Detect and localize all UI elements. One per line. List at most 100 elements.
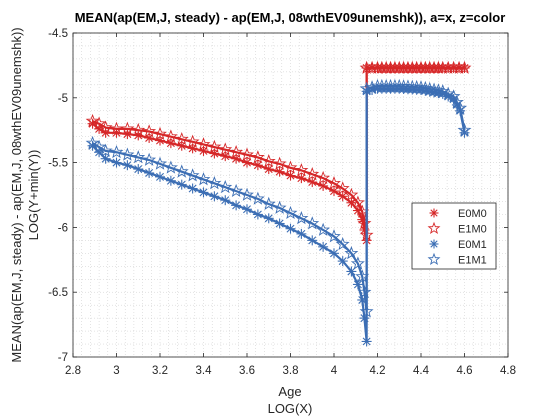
data-point: [155, 171, 165, 182]
data-point: [318, 241, 329, 252]
data-point: [111, 157, 122, 168]
y-tick-label: -6: [58, 222, 68, 234]
data-point: [209, 191, 220, 202]
data-point: [133, 164, 144, 175]
x-axis-label-secondary: LOG(X): [268, 401, 313, 416]
legend-label: E0M1: [458, 239, 487, 251]
legend-box: [411, 202, 497, 270]
legend-item-e1m1: E1M1: [427, 252, 487, 267]
data-point: [365, 80, 379, 94]
data-point: [355, 269, 370, 283]
data-point: [359, 81, 374, 95]
data-point: [98, 120, 113, 134]
x-tick-label: 4: [331, 365, 338, 377]
data-point: [163, 129, 178, 143]
data-point: [427, 82, 441, 96]
data-point: [449, 95, 464, 109]
series-layer: [85, 60, 472, 347]
data-point: [185, 134, 200, 148]
data-point: [316, 170, 331, 185]
x-axis-label: Age: [278, 384, 301, 399]
data-point: [85, 113, 100, 128]
data-point: [207, 139, 222, 153]
x-tick-label: 3.8: [283, 365, 299, 377]
data-point: [329, 248, 339, 259]
data-point: [220, 195, 231, 206]
data-point: [383, 60, 398, 74]
data-point: [274, 166, 285, 177]
data-point: [196, 172, 211, 186]
data-point: [242, 204, 252, 215]
data-point: [174, 164, 189, 178]
data-point: [229, 144, 244, 159]
series-e1m0: [85, 60, 472, 242]
data-point: [285, 170, 296, 181]
data-point: [165, 175, 176, 186]
data-point: [305, 166, 320, 181]
data-point: [409, 79, 424, 94]
star-marker: [427, 252, 441, 265]
y-tick-label: -6.5: [48, 287, 68, 299]
data-point: [109, 121, 124, 135]
data-point: [318, 180, 329, 191]
data-point: [142, 152, 157, 166]
data-point: [142, 124, 157, 138]
data-point: [240, 187, 254, 201]
legend-label: E1M0: [458, 224, 487, 236]
y-tick-label: -4.5: [48, 28, 68, 40]
x-tick-label: 2.8: [65, 365, 81, 377]
data-point: [207, 176, 222, 190]
data-point: [131, 122, 146, 137]
data-point: [307, 177, 318, 188]
x-tick-label: 3: [113, 365, 119, 377]
asterisk-marker: [429, 239, 439, 249]
data-point: [242, 157, 252, 168]
data-point: [327, 229, 341, 243]
legend: E0M0 E1M0 E0M1 E1M1: [411, 202, 497, 270]
data-point: [383, 78, 398, 93]
data-point: [307, 235, 318, 246]
data-point: [240, 147, 254, 161]
x-tick-label: 3.2: [152, 365, 168, 377]
data-point: [98, 143, 113, 157]
data-point: [316, 222, 331, 236]
data-point: [92, 116, 107, 130]
data-point: [337, 256, 348, 267]
legend-item-e0m1: E0M1: [429, 239, 487, 251]
data-point: [453, 100, 468, 115]
data-point: [250, 150, 265, 164]
data-point: [335, 236, 350, 251]
data-point: [163, 160, 178, 174]
data-point: [120, 147, 135, 161]
y-axis-label-secondary: LOG(Y+min(Y)): [26, 150, 41, 241]
data-point: [441, 60, 456, 74]
data-point: [196, 137, 211, 151]
data-point: [272, 156, 287, 170]
data-point: [441, 86, 456, 100]
data-point: [401, 79, 415, 93]
data-point: [283, 160, 298, 174]
axis-ticks: 2.8 3 3.2 3.4 3.6 3.8 4 4.2 4.4 4.6 4.8 -7 -6.5 -6 -5.…: [48, 28, 516, 377]
data-point: [296, 228, 307, 239]
data-point: [452, 60, 466, 74]
data-point: [153, 126, 167, 140]
data-point: [231, 200, 242, 211]
data-point: [283, 205, 298, 220]
y-tick-label: -5.5: [48, 158, 68, 170]
data-point: [250, 191, 265, 205]
x-tick-label: 4.8: [500, 365, 516, 377]
legend-item-e1m0: E1M0: [427, 221, 487, 236]
data-point: [120, 121, 135, 135]
data-point: [85, 135, 100, 150]
data-point: [198, 187, 209, 198]
data-point: [414, 80, 428, 94]
data-point: [431, 83, 446, 97]
data-point: [218, 179, 233, 194]
grid: [72, 32, 509, 358]
x-tick-label: 3.4: [196, 365, 213, 377]
star-marker: [427, 221, 441, 234]
data-point: [252, 209, 263, 220]
x-tick-label: 4.6: [457, 365, 473, 377]
data-point: [361, 336, 372, 347]
data-point: [131, 150, 146, 164]
